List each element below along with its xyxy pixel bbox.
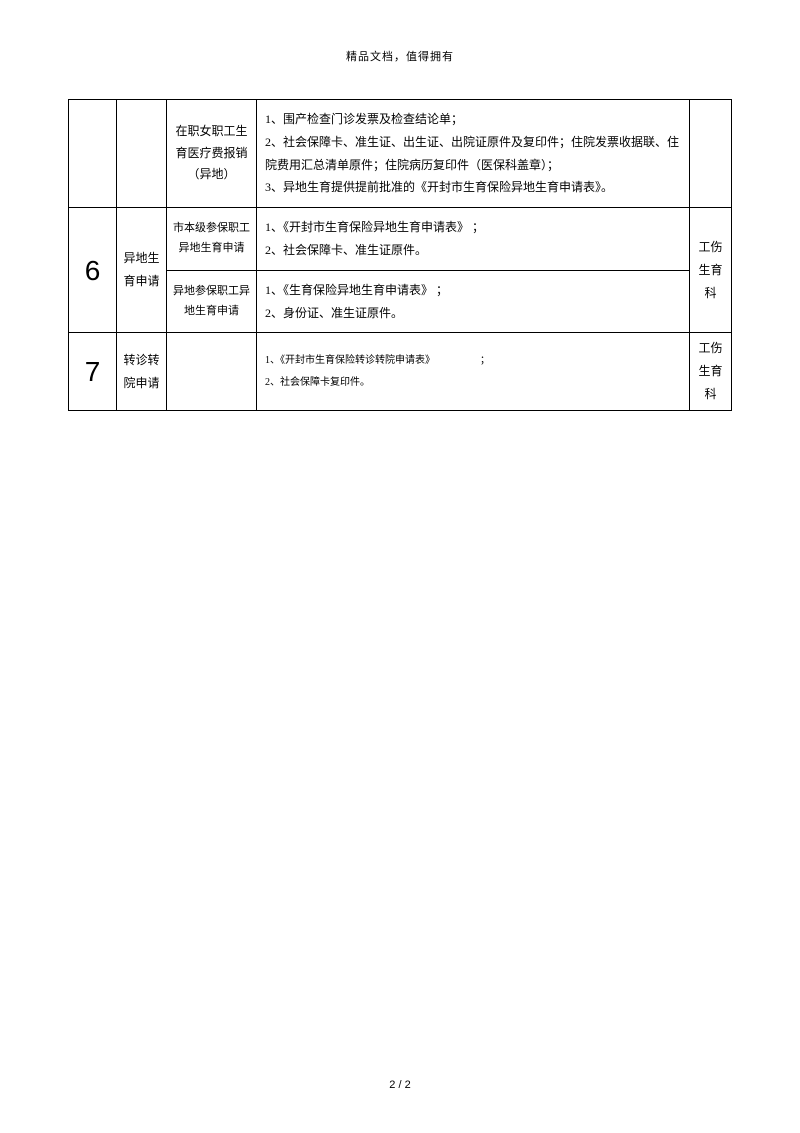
cell-content-0: 1、围产检查门诊发票及检查结论单； 2、社会保障卡、准生证、出生证、出院证原件及… [257,100,690,208]
content-line: 3、异地生育提供提前批准的《开封市生育保险异地生育申请表》。 [265,176,681,199]
cell-num-6: 6 [69,208,117,333]
cell-cat-7: 转诊转院申请 [117,333,167,410]
cell-dept-6: 工伤生育科 [690,208,732,333]
cell-sub-6b: 异地参保职工异地生育申请 [167,270,257,333]
content-line: 1、《开封市生育保险异地生育申请表》 ； [265,216,681,239]
cell-content-6b: 1、《生育保险异地生育申请表》 ； 2、身份证、准生证原件。 [257,270,690,333]
content-line: 1、《生育保险异地生育申请表》 ； [265,279,681,302]
cell-num-7: 7 [69,333,117,410]
cell-content-7: 1、《开封市生育保险转诊转院申请表》 ； 2、社会保障卡复印件。 [257,333,690,410]
page-header: 精品文档，值得拥有 [0,0,800,64]
content-line: 2、社会保障卡复印件。 [265,372,681,394]
cell-sub-7 [167,333,257,410]
cell-dept-empty [690,100,732,208]
cell-cat-6: 异地生育申请 [117,208,167,333]
page-footer: 2 / 2 [0,1079,800,1091]
table-container: 在职女职工生育医疗费报销（异地） 1、围产检查门诊发票及检查结论单； 2、社会保… [68,99,732,411]
content-line: 1、围产检查门诊发票及检查结论单； [265,108,681,131]
cell-sub-0: 在职女职工生育医疗费报销（异地） [167,100,257,208]
cell-content-6a: 1、《开封市生育保险异地生育申请表》 ； 2、社会保障卡、准生证原件。 [257,208,690,271]
table-row: 6 异地生育申请 市本级参保职工异地生育申请 1、《开封市生育保险异地生育申请表… [69,208,732,271]
cell-num-empty [69,100,117,208]
content-line: 2、社会保障卡、准生证、出生证、出院证原件及复印件；住院发票收据联、住院费用汇总… [265,131,681,177]
cell-dept-7: 工伤生育科 [690,333,732,410]
table-row: 异地参保职工异地生育申请 1、《生育保险异地生育申请表》 ； 2、身份证、准生证… [69,270,732,333]
cell-sub-6a: 市本级参保职工异地生育申请 [167,208,257,271]
table-row: 7 转诊转院申请 1、《开封市生育保险转诊转院申请表》 ； 2、社会保障卡复印件… [69,333,732,410]
table-row: 在职女职工生育医疗费报销（异地） 1、围产检查门诊发票及检查结论单； 2、社会保… [69,100,732,208]
content-line: 1、《开封市生育保险转诊转院申请表》 ； [265,350,681,372]
main-table: 在职女职工生育医疗费报销（异地） 1、围产检查门诊发票及检查结论单； 2、社会保… [68,99,732,411]
content-line: 2、社会保障卡、准生证原件。 [265,239,681,262]
content-line: 2、身份证、准生证原件。 [265,302,681,325]
cell-cat-empty [117,100,167,208]
